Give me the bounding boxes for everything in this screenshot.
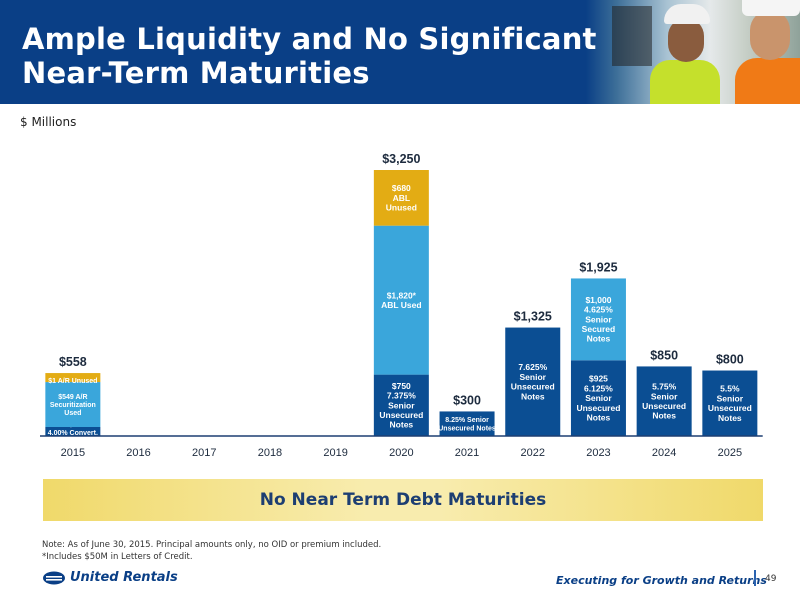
segment-label-2015-0: 4.00% Convert. (48, 430, 98, 437)
header-photo-hardhat (664, 4, 710, 24)
segment-label-2023-8: Unsecured (576, 403, 620, 413)
segment-label-2020-5: Unused (386, 203, 417, 213)
maturity-chart: $84.00% Convert.Notes$549 A/RSecuritizat… (40, 152, 763, 459)
total-label-2015: $558 (59, 355, 87, 369)
segment-label-2023-8: Senior (585, 393, 612, 403)
logo-text: United Rentals (70, 570, 178, 585)
segment-label-2022-7: Unsecured (511, 382, 555, 392)
header-photo-worker-face (668, 18, 704, 62)
segment-label-2020-3: Senior (388, 400, 415, 410)
x-tick-label-2020: 2020 (389, 447, 413, 459)
segment-label-2023-8: 6.125% (584, 383, 613, 393)
total-label-2025: $800 (716, 353, 744, 367)
segment-label-2022-7: Notes (521, 391, 545, 401)
total-label-2024: $850 (650, 348, 678, 362)
segment-label-2024-10: 5.75% (652, 382, 677, 392)
segment-label-2020-3: $750 (392, 381, 411, 391)
segment-label-2025-11: Notes (718, 413, 742, 423)
slide-header: Ample Liquidity and No Significant Near-… (0, 0, 800, 104)
segment-label-2023-9: $1,000 (585, 295, 611, 305)
x-tick-label-2015: 2015 (61, 447, 85, 459)
segment-label-2023-9: 4.625% (584, 305, 613, 315)
bar-segment-2023-9 (570, 278, 626, 361)
total-label-2022: $1,325 (514, 310, 552, 324)
segment-label-2020-3: 7.375% (387, 391, 416, 401)
bar-segment-2020-3 (373, 374, 429, 436)
x-tick-label-2024: 2024 (652, 447, 676, 459)
footer-separator (754, 570, 756, 586)
x-tick-label-2016: 2016 (126, 447, 150, 459)
x-tick-label-2018: 2018 (258, 447, 282, 459)
bar-segment-2022-7 (505, 327, 561, 436)
segment-label-2015-1: Securitization (50, 402, 96, 409)
segment-label-2015-1: $549 A/R (58, 394, 87, 401)
units-label: $ Millions (20, 115, 77, 129)
bar-segment-2015-0 (45, 427, 101, 436)
segment-label-2021-6: Unsecured Notes (438, 425, 496, 432)
segment-label-2021-6: 8.25% Senior (445, 417, 489, 424)
slide-title: Ample Liquidity and No Significant Near-… (22, 22, 597, 90)
segment-label-2020-4: ABL Used (381, 300, 421, 310)
tagline: Executing for Growth and Returns (556, 574, 767, 587)
segment-label-2024-10: Senior (651, 391, 678, 401)
segment-label-2025-11: Unsecured (708, 403, 752, 413)
bar-segment-2021-6 (439, 411, 495, 436)
bar-segment-2015-2 (45, 373, 101, 383)
segment-label-2023-9: Secured (582, 324, 616, 334)
segment-label-2020-3: Unsecured (379, 410, 423, 420)
x-tick-label-2023: 2023 (586, 447, 610, 459)
header-photo-worker2-face (750, 10, 790, 60)
x-tick-label-2017: 2017 (192, 447, 216, 459)
x-tick-label-2021: 2021 (455, 447, 479, 459)
banner-text: No Near Term Debt Maturities (259, 490, 547, 510)
key-message-banner: No Near Term Debt Maturities (43, 479, 763, 521)
bar-segment-2020-5 (373, 170, 429, 226)
footnote-asterisk: *Includes $50M in Letters of Credit. (42, 552, 193, 562)
company-logo: United Rentals (42, 570, 178, 585)
x-tick-label-2025: 2025 (718, 447, 742, 459)
segment-label-2015-0: Notes (63, 438, 83, 445)
bar-segment-2023-8 (570, 360, 626, 436)
header-photo-machine (612, 6, 652, 66)
bar-segment-2025-11 (702, 370, 758, 436)
united-rentals-logo-mark (43, 571, 65, 584)
segment-label-2022-7: 7.625% (518, 362, 547, 372)
segment-label-2020-5: $680 (392, 183, 411, 193)
segment-label-2020-5: ABL (393, 193, 410, 203)
segment-label-2023-8: $925 (589, 374, 608, 384)
segment-label-2024-10: Notes (652, 411, 676, 421)
header-photo-hardhat2 (742, 0, 800, 16)
segment-label-2025-11: 5.5% (720, 384, 740, 394)
segment-label-2024-10: Unsecured (642, 401, 686, 411)
segment-label-2020-3: Notes (390, 420, 414, 430)
segment-label-2023-8: Notes (587, 413, 611, 423)
total-label-2020: $3,250 (382, 152, 420, 166)
bar-segment-2024-10 (636, 366, 692, 436)
footnote-note: Note: As of June 30, 2015. Principal amo… (42, 540, 382, 550)
segment-label-2023-9: Senior (585, 314, 612, 324)
x-tick-label-2019: 2019 (323, 447, 347, 459)
header-photo-worker2-vest (735, 58, 800, 104)
segment-label-2023-9: Notes (587, 334, 611, 344)
total-label-2021: $300 (453, 393, 481, 407)
total-label-2023: $1,925 (579, 260, 617, 274)
segment-label-2015-2: $1 A/R Unused (48, 378, 97, 385)
segment-label-2025-11: Senior (717, 393, 744, 403)
segment-label-2020-4: $1,820* (387, 290, 417, 300)
segment-label-2022-7: Senior (520, 372, 547, 382)
x-tick-label-2022: 2022 (521, 447, 545, 459)
header-photo-worker-vest (650, 60, 720, 104)
segment-label-2015-1: Used (64, 410, 81, 417)
bar-segment-2020-4 (373, 225, 429, 375)
page-number: 49 (765, 574, 777, 584)
bar-segment-2015-1 (45, 382, 101, 427)
